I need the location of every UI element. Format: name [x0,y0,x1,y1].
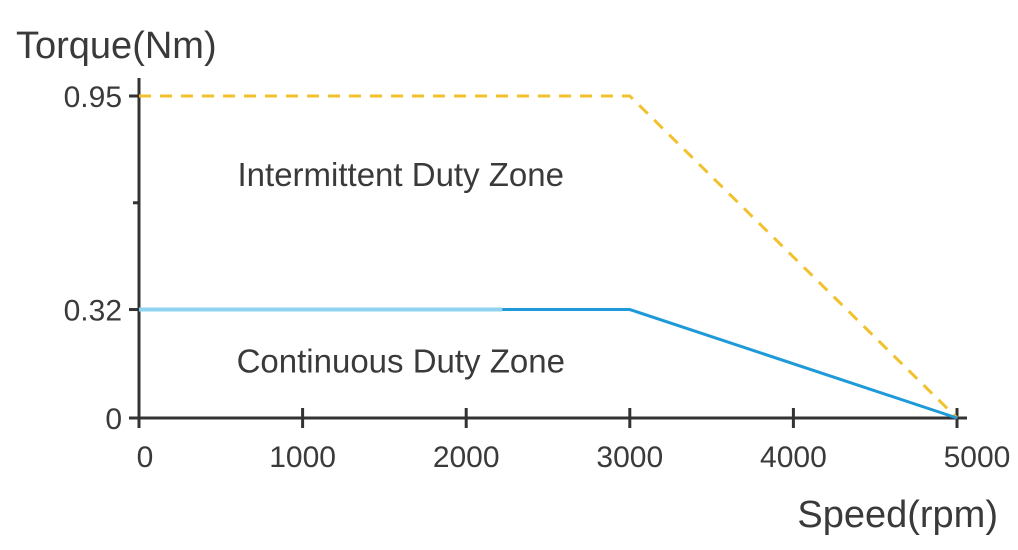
intermittent-limit-line [139,94,959,420]
x-tick-label: 1000 [269,441,336,474]
y-tick-label: 0.95 [64,81,122,114]
x-axis-title: Speed(rpm) [797,494,998,536]
continuous-limit-line [502,308,958,420]
plot-area: 0 1000 2000 3000 4000 5000 0 0.32 0.95 Intermitte… [64,78,1011,474]
y-tick-label: 0 [105,403,122,436]
intermittent-zone-label: Intermittent Duty Zone [238,156,564,193]
x-tick-label: 3000 [596,441,663,474]
x-tick-label: 5000 [944,441,1011,474]
continuous-zone-label: Continuous Duty Zone [237,342,565,379]
y-axis-title: Torque(Nm) [16,25,217,67]
x-tick-label: 0 [137,441,154,474]
y-tick-label: 0.32 [64,295,122,328]
x-tick-label: 4000 [760,441,827,474]
x-tick-label: 2000 [433,441,500,474]
